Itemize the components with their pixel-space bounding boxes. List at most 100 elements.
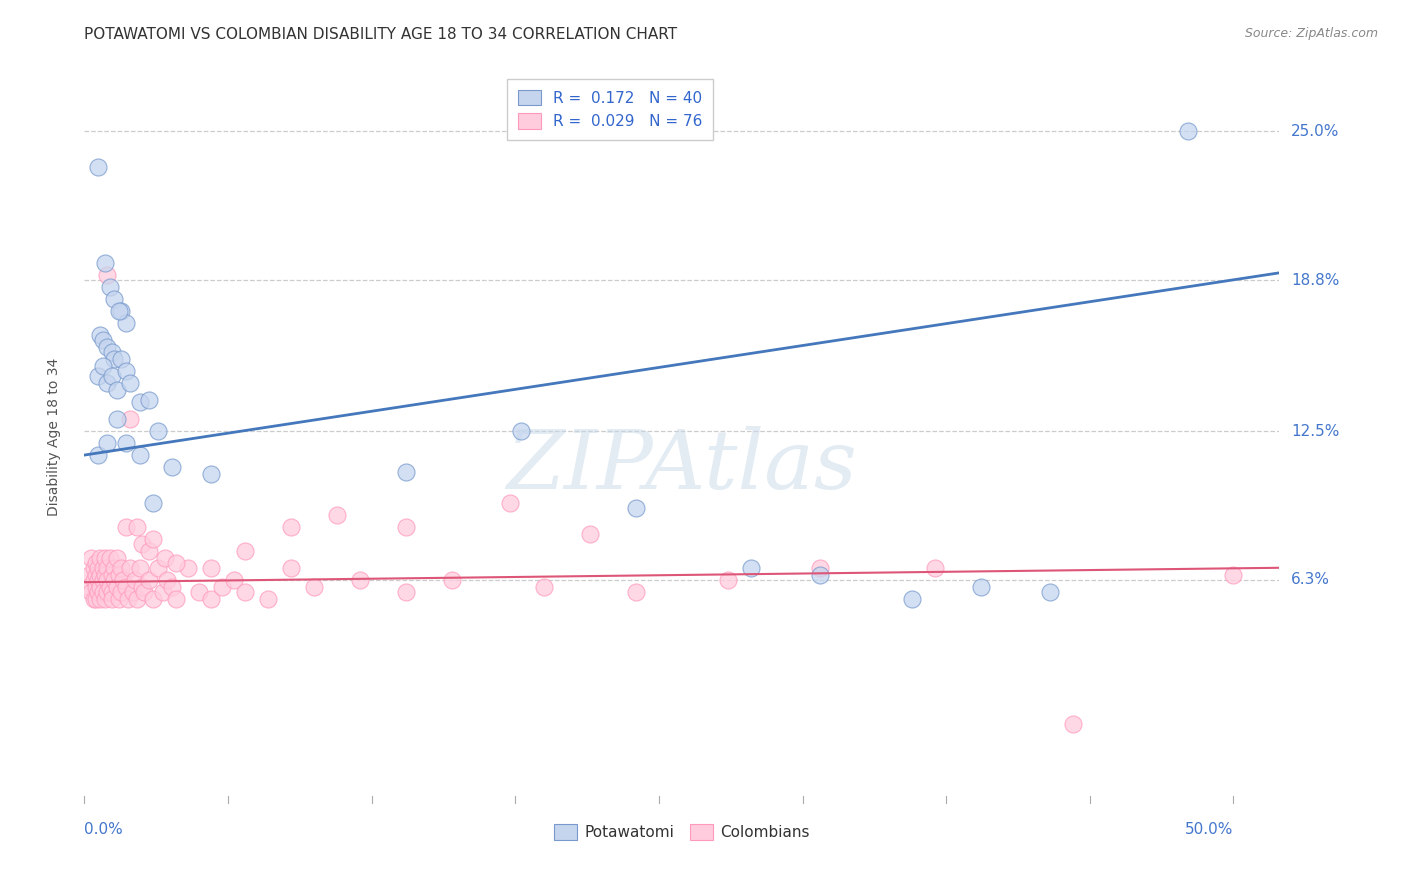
Point bbox=[717, 573, 740, 587]
Point bbox=[117, 591, 139, 606]
Point bbox=[146, 424, 169, 438]
Point bbox=[160, 580, 183, 594]
Point bbox=[138, 544, 160, 558]
Point bbox=[87, 161, 110, 175]
Point bbox=[280, 561, 302, 575]
Point bbox=[233, 544, 256, 558]
Point bbox=[131, 580, 153, 594]
Point bbox=[128, 561, 150, 575]
Point bbox=[103, 352, 125, 367]
Point bbox=[211, 580, 233, 594]
Point bbox=[101, 368, 124, 383]
Point bbox=[740, 561, 762, 575]
Point bbox=[142, 591, 165, 606]
Point bbox=[970, 580, 993, 594]
Point bbox=[114, 364, 136, 378]
Point bbox=[1039, 584, 1062, 599]
Point bbox=[84, 580, 107, 594]
Point bbox=[624, 500, 647, 515]
Text: 12.5%: 12.5% bbox=[1291, 424, 1340, 439]
Point bbox=[80, 584, 103, 599]
Point bbox=[103, 292, 125, 306]
Point bbox=[98, 580, 121, 594]
Point bbox=[165, 556, 187, 570]
Point bbox=[142, 496, 165, 510]
Point bbox=[808, 568, 831, 582]
Point bbox=[222, 573, 245, 587]
Text: 18.8%: 18.8% bbox=[1291, 272, 1340, 287]
Point bbox=[105, 580, 128, 594]
Point bbox=[132, 584, 156, 599]
Point bbox=[80, 551, 103, 566]
Point bbox=[114, 520, 136, 534]
Point bbox=[94, 551, 117, 566]
Point bbox=[579, 527, 602, 541]
Point bbox=[94, 591, 117, 606]
Point bbox=[84, 556, 107, 570]
Point bbox=[91, 561, 114, 575]
Point bbox=[533, 580, 555, 594]
Point bbox=[96, 561, 118, 575]
Point bbox=[84, 591, 107, 606]
Point bbox=[624, 584, 647, 599]
Point bbox=[77, 580, 100, 594]
Point bbox=[138, 392, 160, 407]
Point bbox=[165, 591, 187, 606]
Point bbox=[84, 568, 107, 582]
Point bbox=[146, 561, 169, 575]
Text: Source: ZipAtlas.com: Source: ZipAtlas.com bbox=[1244, 27, 1378, 40]
Point bbox=[200, 467, 222, 482]
Text: 50.0%: 50.0% bbox=[1185, 822, 1233, 837]
Point bbox=[900, 591, 922, 606]
Point bbox=[127, 520, 149, 534]
Point bbox=[89, 591, 111, 606]
Point bbox=[108, 568, 131, 582]
Point bbox=[1222, 568, 1244, 582]
Point bbox=[98, 551, 121, 566]
Point bbox=[91, 359, 114, 374]
Point bbox=[142, 532, 165, 546]
Text: 6.3%: 6.3% bbox=[1291, 573, 1330, 587]
Point bbox=[83, 591, 105, 606]
Point bbox=[105, 551, 128, 566]
Point bbox=[101, 345, 124, 359]
Point bbox=[110, 352, 132, 367]
Point bbox=[96, 376, 118, 391]
Point bbox=[153, 551, 176, 566]
Point bbox=[326, 508, 349, 522]
Point bbox=[96, 436, 118, 450]
Point bbox=[89, 328, 111, 343]
Point bbox=[510, 424, 533, 438]
Point bbox=[108, 591, 131, 606]
Point bbox=[395, 520, 418, 534]
Point bbox=[94, 256, 117, 270]
Point bbox=[91, 584, 114, 599]
Point bbox=[103, 573, 125, 587]
Point bbox=[188, 584, 211, 599]
Point bbox=[280, 520, 302, 534]
Point bbox=[105, 384, 128, 398]
Point bbox=[87, 573, 110, 587]
Point bbox=[77, 568, 100, 582]
Point bbox=[1062, 716, 1084, 731]
Point bbox=[98, 280, 121, 294]
Point bbox=[138, 573, 160, 587]
Point bbox=[101, 584, 124, 599]
Point bbox=[128, 395, 150, 409]
Legend: Potawatomi, Colombians: Potawatomi, Colombians bbox=[548, 818, 815, 847]
Point bbox=[121, 584, 143, 599]
Point bbox=[114, 436, 136, 450]
Point bbox=[87, 584, 110, 599]
Point bbox=[110, 304, 132, 318]
Point bbox=[94, 568, 117, 582]
Text: ZIPAtlas: ZIPAtlas bbox=[506, 426, 858, 507]
Point bbox=[101, 568, 124, 582]
Point bbox=[156, 573, 179, 587]
Point bbox=[441, 573, 464, 587]
Point bbox=[395, 465, 418, 479]
Point bbox=[160, 460, 183, 475]
Text: Disability Age 18 to 34: Disability Age 18 to 34 bbox=[48, 358, 62, 516]
Point bbox=[152, 584, 174, 599]
Point bbox=[120, 412, 142, 426]
Point bbox=[96, 573, 118, 587]
